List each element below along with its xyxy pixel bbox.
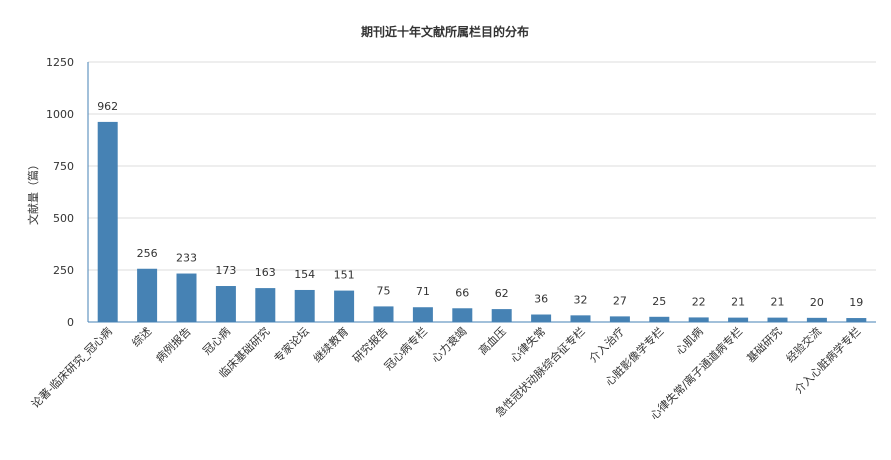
data-label: 20 xyxy=(810,296,824,309)
x-tick-label: 心力衰竭 xyxy=(428,324,469,365)
bar xyxy=(215,286,236,322)
x-tick-label: 介入治疗 xyxy=(586,324,627,365)
bar xyxy=(294,289,315,322)
data-label: 151 xyxy=(334,269,355,282)
bar xyxy=(334,290,355,322)
data-label: 21 xyxy=(731,296,745,309)
bar xyxy=(609,316,630,322)
y-tick-label: 1000 xyxy=(46,108,74,121)
data-label: 154 xyxy=(294,268,315,281)
bar xyxy=(570,315,591,322)
bar xyxy=(688,317,709,322)
data-label: 32 xyxy=(574,293,588,306)
data-label: 233 xyxy=(176,252,197,265)
data-label: 75 xyxy=(377,284,391,297)
bar xyxy=(846,318,867,322)
data-label: 163 xyxy=(255,266,276,279)
x-tick-label: 综述 xyxy=(129,324,154,349)
x-tick-label: 专家论坛 xyxy=(271,324,312,365)
y-tick-label: 250 xyxy=(53,264,74,277)
x-tick-label: 心肌病 xyxy=(673,324,706,357)
y-tick-label: 0 xyxy=(67,316,74,329)
bar xyxy=(806,317,827,322)
bar xyxy=(255,288,276,322)
x-tick-label: 介入心脏病学专栏 xyxy=(791,324,863,396)
bar xyxy=(728,317,749,322)
bar xyxy=(452,308,473,322)
y-tick-label: 750 xyxy=(53,160,74,173)
data-label: 962 xyxy=(97,100,118,113)
bar xyxy=(412,307,433,322)
data-label: 19 xyxy=(849,296,863,309)
data-label: 173 xyxy=(215,264,236,277)
data-label: 256 xyxy=(137,247,158,260)
x-tick-label: 经验交流 xyxy=(783,324,824,365)
x-tick-label: 冠心病专栏 xyxy=(381,324,430,373)
y-tick-label: 500 xyxy=(53,212,74,225)
x-tick-label: 高血压 xyxy=(476,324,509,357)
bars xyxy=(97,121,867,323)
data-label: 22 xyxy=(692,295,706,308)
bar xyxy=(137,268,158,322)
x-tick-label: 冠心病 xyxy=(200,324,233,357)
bar xyxy=(767,317,788,322)
bar xyxy=(531,314,552,322)
x-tick-label: 研究报告 xyxy=(350,324,391,365)
x-tick-label: 继续教育 xyxy=(310,324,351,365)
bar xyxy=(491,309,512,322)
data-label: 71 xyxy=(416,285,430,298)
data-label: 36 xyxy=(534,293,548,306)
data-label: 21 xyxy=(771,296,785,309)
y-tick-label: 1250 xyxy=(46,56,74,69)
bar xyxy=(649,316,670,322)
x-tick-label: 基础研究 xyxy=(744,324,785,365)
chart-title: 期刊近十年文献所属栏目的分布 xyxy=(361,24,529,39)
bar xyxy=(176,273,197,322)
x-tick-label: 病例报告 xyxy=(153,324,194,365)
y-axis-ticks: 0 250 500 750 1000 1250 xyxy=(46,56,74,329)
data-labels: 962 256 233 173 163 154 151 75 71 66 62 36 32 27 25 22 2… xyxy=(97,100,863,309)
bar xyxy=(373,306,394,322)
x-tick-label: 心律失常 xyxy=(508,325,548,365)
bar xyxy=(97,121,118,323)
data-label: 25 xyxy=(652,295,666,308)
y-axis-label: 文献量（篇） xyxy=(26,159,40,225)
x-tick-label: 论著-临床研究_冠心病 xyxy=(28,324,115,411)
data-label: 62 xyxy=(495,287,509,300)
data-label: 66 xyxy=(455,286,469,299)
grid-lines xyxy=(88,61,876,271)
data-label: 27 xyxy=(613,294,627,307)
